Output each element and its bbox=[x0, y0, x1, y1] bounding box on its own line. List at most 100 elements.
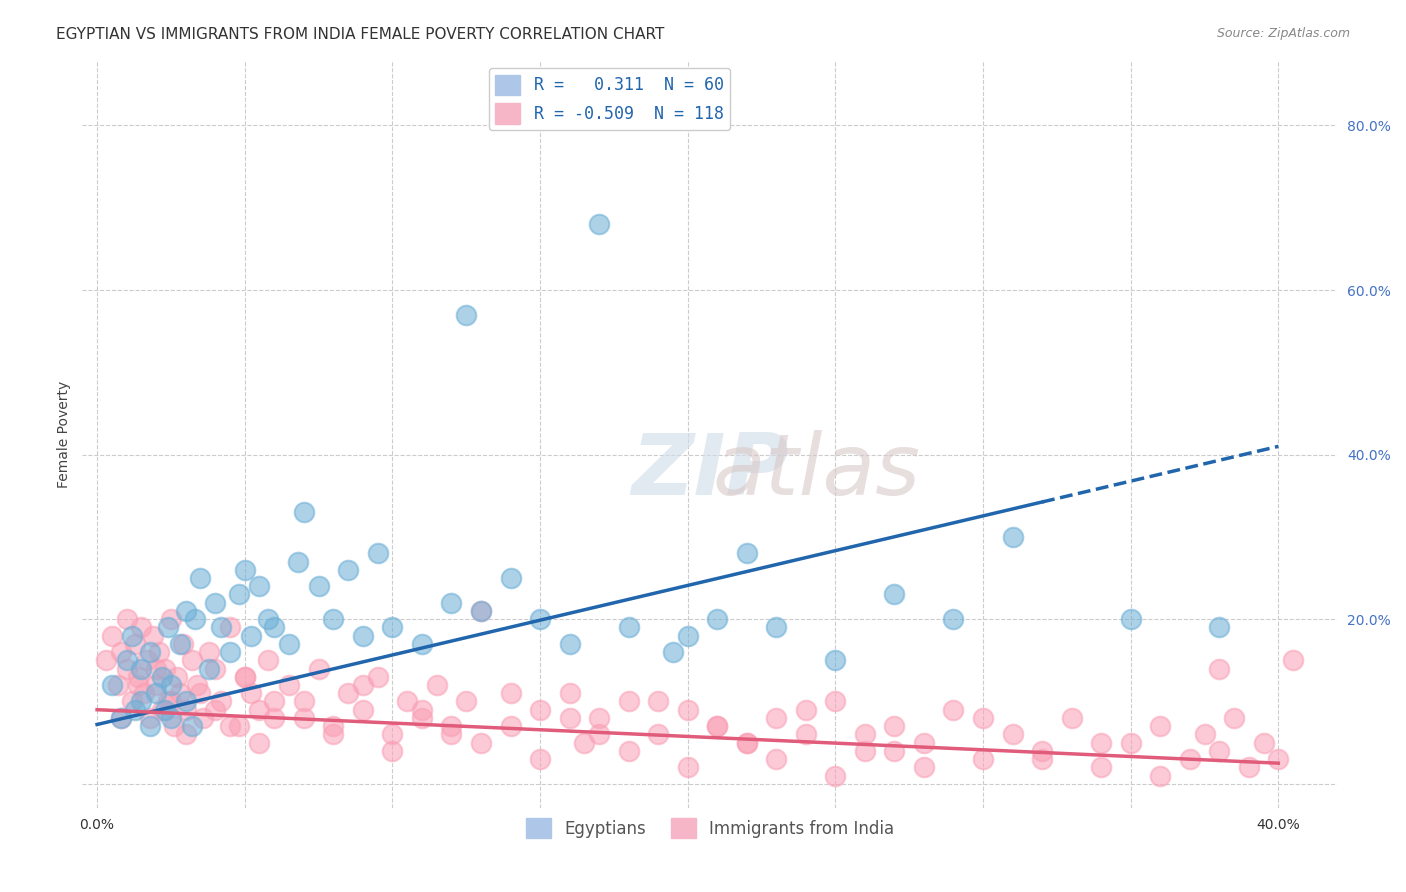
Point bbox=[367, 546, 389, 560]
Point bbox=[156, 694, 179, 708]
Point bbox=[278, 637, 301, 651]
Point bbox=[337, 563, 360, 577]
Point bbox=[1208, 744, 1230, 758]
Point bbox=[174, 703, 197, 717]
Point bbox=[411, 637, 433, 651]
Point bbox=[617, 694, 640, 708]
Point bbox=[1178, 752, 1201, 766]
Point bbox=[287, 555, 309, 569]
Point bbox=[1001, 727, 1024, 741]
Point bbox=[426, 678, 449, 692]
Point bbox=[529, 703, 551, 717]
Point bbox=[1208, 661, 1230, 675]
Point bbox=[1149, 768, 1171, 782]
Point bbox=[1149, 719, 1171, 733]
Point bbox=[1119, 612, 1142, 626]
Point bbox=[101, 678, 124, 692]
Point bbox=[124, 703, 146, 717]
Point bbox=[1031, 744, 1053, 758]
Point bbox=[263, 620, 285, 634]
Point bbox=[824, 768, 846, 782]
Point bbox=[588, 217, 610, 231]
Point bbox=[204, 703, 226, 717]
Point bbox=[127, 670, 149, 684]
Point bbox=[440, 719, 463, 733]
Point bbox=[456, 308, 478, 322]
Point bbox=[150, 703, 173, 717]
Point bbox=[257, 612, 280, 626]
Point bbox=[367, 670, 389, 684]
Point bbox=[1223, 711, 1246, 725]
Point bbox=[193, 711, 215, 725]
Point bbox=[470, 604, 492, 618]
Point bbox=[121, 629, 143, 643]
Point bbox=[180, 719, 202, 733]
Point bbox=[676, 629, 699, 643]
Point bbox=[574, 736, 596, 750]
Point bbox=[942, 612, 965, 626]
Point bbox=[1208, 620, 1230, 634]
Point bbox=[239, 686, 262, 700]
Point bbox=[308, 579, 330, 593]
Point bbox=[411, 703, 433, 717]
Point bbox=[824, 653, 846, 667]
Point bbox=[1060, 711, 1083, 725]
Point bbox=[136, 653, 159, 667]
Point bbox=[153, 703, 176, 717]
Point bbox=[249, 736, 271, 750]
Point bbox=[352, 629, 374, 643]
Point bbox=[160, 694, 183, 708]
Point bbox=[169, 637, 191, 651]
Point bbox=[972, 752, 994, 766]
Point bbox=[160, 612, 183, 626]
Point bbox=[174, 727, 197, 741]
Point bbox=[558, 637, 581, 651]
Point bbox=[824, 694, 846, 708]
Point bbox=[186, 678, 208, 692]
Point bbox=[180, 653, 202, 667]
Point bbox=[190, 571, 212, 585]
Point bbox=[115, 612, 138, 626]
Point bbox=[209, 694, 232, 708]
Point bbox=[204, 661, 226, 675]
Point bbox=[145, 661, 167, 675]
Point bbox=[249, 703, 271, 717]
Point bbox=[278, 678, 301, 692]
Point bbox=[156, 620, 179, 634]
Point bbox=[134, 686, 156, 700]
Point bbox=[1282, 653, 1305, 667]
Point bbox=[1253, 736, 1275, 750]
Point bbox=[110, 711, 132, 725]
Point bbox=[558, 711, 581, 725]
Point bbox=[499, 686, 522, 700]
Point bbox=[166, 670, 188, 684]
Point bbox=[308, 661, 330, 675]
Point bbox=[912, 736, 935, 750]
Point bbox=[676, 760, 699, 774]
Point bbox=[233, 670, 256, 684]
Point bbox=[706, 612, 728, 626]
Point bbox=[588, 727, 610, 741]
Point bbox=[101, 629, 124, 643]
Point bbox=[676, 703, 699, 717]
Point bbox=[381, 620, 404, 634]
Point bbox=[470, 736, 492, 750]
Point bbox=[142, 629, 165, 643]
Point bbox=[942, 703, 965, 717]
Point bbox=[233, 670, 256, 684]
Point bbox=[912, 760, 935, 774]
Point bbox=[1031, 752, 1053, 766]
Point bbox=[647, 727, 669, 741]
Point bbox=[127, 678, 149, 692]
Point bbox=[124, 637, 146, 651]
Point bbox=[145, 686, 167, 700]
Point bbox=[160, 711, 183, 725]
Point bbox=[337, 686, 360, 700]
Point bbox=[131, 620, 153, 634]
Point bbox=[263, 694, 285, 708]
Point bbox=[765, 620, 787, 634]
Point bbox=[1237, 760, 1260, 774]
Point bbox=[263, 711, 285, 725]
Point bbox=[204, 596, 226, 610]
Point bbox=[765, 711, 787, 725]
